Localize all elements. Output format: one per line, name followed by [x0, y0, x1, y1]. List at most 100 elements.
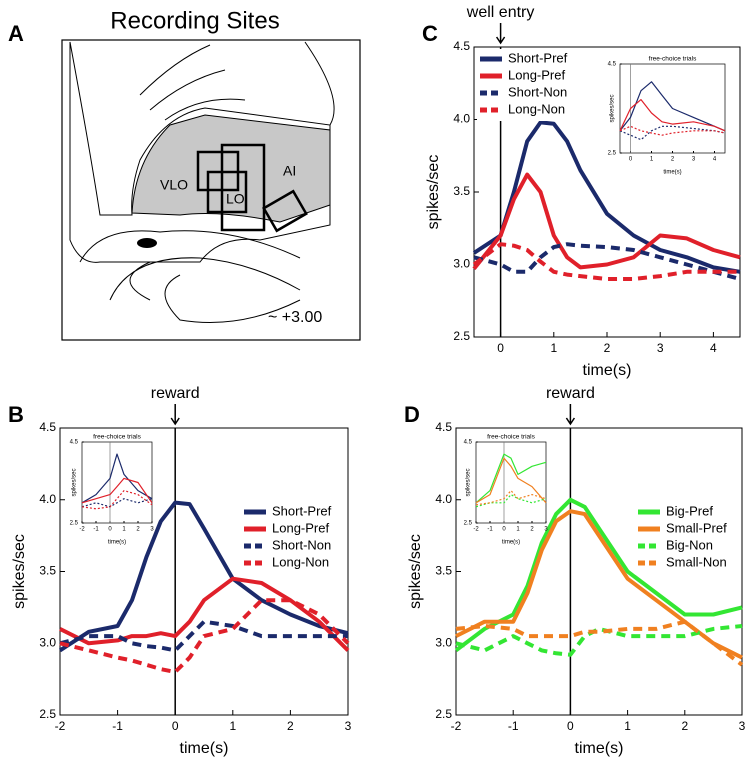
- series-line: [472, 120, 741, 274]
- legend-label: Big-Pref: [666, 503, 713, 518]
- y-tick-label: 4.0: [435, 492, 452, 506]
- series-line: [475, 457, 547, 504]
- legend-label: Long-Pref: [272, 520, 329, 535]
- x-tick-label: 0: [172, 719, 179, 733]
- x-tick-label: 0: [629, 157, 633, 163]
- y-tick-label: 2.5: [39, 707, 56, 721]
- series-line: [472, 242, 740, 281]
- y-tick-label: 4.5: [608, 62, 617, 68]
- y-tick-label: 4.5: [39, 420, 56, 434]
- ventricle: [137, 238, 157, 248]
- legend-label: Short-Pref: [508, 50, 568, 65]
- y-tick-label: 3.0: [39, 635, 56, 649]
- y-tick-label: 3.0: [435, 635, 452, 649]
- y-tick-label: 3.5: [453, 184, 470, 198]
- y-tick-label: 3.0: [453, 257, 470, 271]
- y-axis-label: spikes/sec: [407, 534, 424, 609]
- y-axis-label: spikes/sec: [72, 468, 78, 496]
- x-tick-label: 1: [229, 719, 236, 733]
- x-tick-label: -1: [487, 527, 493, 533]
- x-tick-label: 2: [681, 719, 688, 733]
- y-tick-label: 4.5: [70, 440, 79, 446]
- y-tick-label: 2.5: [464, 521, 473, 527]
- legend-label: Short-Non: [508, 84, 567, 99]
- x-tick-label: 3: [739, 719, 746, 733]
- orbital-region: [131, 114, 331, 223]
- x-tick-label: 2: [136, 527, 140, 533]
- region-label: AI: [283, 163, 296, 179]
- x-tick-label: 4: [713, 157, 717, 163]
- x-tick-label: 1: [550, 341, 557, 355]
- series-line: [455, 619, 744, 667]
- x-axis-label: time(s): [663, 170, 681, 176]
- x-axis-label: time(s): [502, 540, 520, 546]
- legend-label: Small-Pref: [666, 520, 727, 535]
- x-tick-label: 0: [497, 341, 504, 355]
- x-tick-label: 2: [671, 157, 675, 163]
- series-line: [473, 242, 741, 281]
- series-line: [455, 509, 743, 660]
- x-tick-label: 0: [567, 719, 574, 733]
- region-label: VLO: [160, 177, 188, 193]
- panel-letter: C: [422, 21, 438, 46]
- series-line: [81, 498, 153, 508]
- series-line: [619, 98, 726, 132]
- event-annotation: reward: [151, 385, 200, 402]
- x-tick-label: -1: [112, 719, 123, 733]
- series-line: [59, 576, 350, 652]
- plot-area: [475, 441, 547, 524]
- x-axis-label: time(s): [575, 740, 624, 757]
- series-line: [81, 490, 153, 510]
- y-tick-label: 4.5: [464, 440, 473, 446]
- coordinate-label: ~ +3.00: [268, 309, 322, 326]
- event-arrow: [565, 404, 576, 426]
- series-line: [619, 125, 726, 141]
- diagram-title: Recording Sites: [110, 7, 279, 34]
- panel-a: A Recording Sites VLO LO AI ~ +3.00: [8, 7, 361, 341]
- series-line: [619, 81, 726, 132]
- series-line: [619, 125, 726, 136]
- x-tick-label: -1: [508, 719, 519, 733]
- legend-label: Short-Non: [272, 537, 331, 552]
- x-tick-label: 3: [345, 719, 352, 733]
- panel-letter: B: [8, 402, 24, 427]
- diagram-frame: [61, 39, 361, 341]
- legend-label: Long-Pref: [508, 67, 565, 82]
- series-line: [81, 477, 153, 504]
- legend-label: Long-Non: [508, 101, 565, 116]
- legend-label: Small-Non: [666, 554, 727, 569]
- x-axis-label: time(s): [108, 540, 126, 546]
- y-tick-label: 2.5: [435, 707, 452, 721]
- panel-letter: A: [8, 21, 24, 46]
- series-line: [81, 453, 153, 504]
- legend-label: Long-Non: [272, 554, 329, 569]
- series-line: [455, 624, 743, 657]
- recording-site: [262, 189, 308, 233]
- event-annotation: reward: [546, 385, 595, 402]
- x-tick-label: 3: [544, 527, 548, 533]
- x-tick-label: 0: [108, 527, 112, 533]
- event-annotation: well entry: [466, 4, 535, 21]
- x-tick-label: 1: [650, 157, 654, 163]
- y-tick-label: 4.5: [453, 39, 470, 53]
- series-line: [475, 490, 547, 506]
- x-axis-label: time(s): [583, 362, 632, 379]
- legend-label: Big-Non: [666, 537, 713, 552]
- y-tick-label: 4.0: [39, 492, 56, 506]
- y-axis-label: spikes/sec: [425, 155, 442, 230]
- x-tick-label: 1: [122, 527, 126, 533]
- inset-title: free-choice trials: [649, 56, 697, 63]
- event-arrow: [495, 23, 506, 45]
- x-tick-label: 3: [692, 157, 696, 163]
- x-tick-label: -1: [93, 527, 99, 533]
- y-axis-label: spikes/sec: [466, 468, 472, 496]
- x-tick-label: 3: [150, 527, 154, 533]
- y-tick-label: 4.0: [453, 112, 470, 126]
- outline-detail: [79, 230, 301, 323]
- x-tick-label: 2: [287, 719, 294, 733]
- panel-letter: D: [404, 402, 420, 427]
- x-tick-label: 2: [530, 527, 534, 533]
- inset-title: free-choice trials: [93, 434, 141, 441]
